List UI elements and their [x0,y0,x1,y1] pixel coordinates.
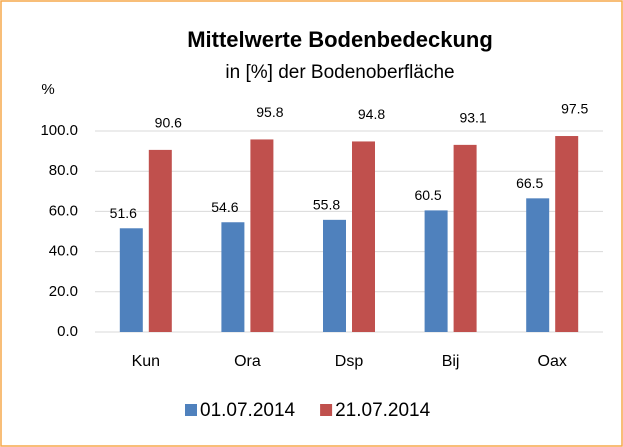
chart-title: Mittelwerte Bodenbedeckung [187,27,493,52]
bar [323,219,346,332]
bar [221,222,245,332]
legend-swatch [185,404,197,416]
x-tick-label: Bij [442,353,460,370]
bar [424,210,448,332]
data-label: 55.8 [313,197,340,213]
data-label: 94.8 [358,106,385,122]
bar [119,228,143,332]
data-label: 66.5 [516,175,543,191]
data-label: 51.6 [110,205,137,221]
y-tick-label: 100.0 [40,122,78,139]
y-tick-label: 60.0 [49,202,78,219]
y-tick-label: 40.0 [49,243,78,260]
x-tick-label: Kun [132,353,160,370]
data-label: 93.1 [459,110,486,126]
data-label: 97.5 [561,101,588,117]
legend-label: 01.07.2014 [200,400,296,421]
data-label: 95.8 [256,104,283,120]
bar [148,149,172,332]
y-axis-label: % [41,81,54,98]
y-tick-label: 0.0 [57,323,78,340]
bar [526,198,550,332]
bar [555,136,579,332]
chart-subtitle: in [%] der Bodenoberfläche [225,62,454,83]
data-label: 54.6 [211,199,238,215]
bar [453,144,477,332]
legend-label: 21.07.2014 [335,400,431,421]
x-tick-label: Ora [234,353,261,370]
bar [352,141,375,332]
data-label: 60.5 [414,187,441,203]
bar [250,139,274,332]
legend-swatch [320,404,333,416]
y-tick-label: 20.0 [49,283,78,300]
data-label: 90.6 [155,115,182,131]
y-tick-label: 80.0 [49,162,78,179]
x-tick-label: Oax [538,353,567,370]
x-tick-label: Dsp [335,353,364,370]
